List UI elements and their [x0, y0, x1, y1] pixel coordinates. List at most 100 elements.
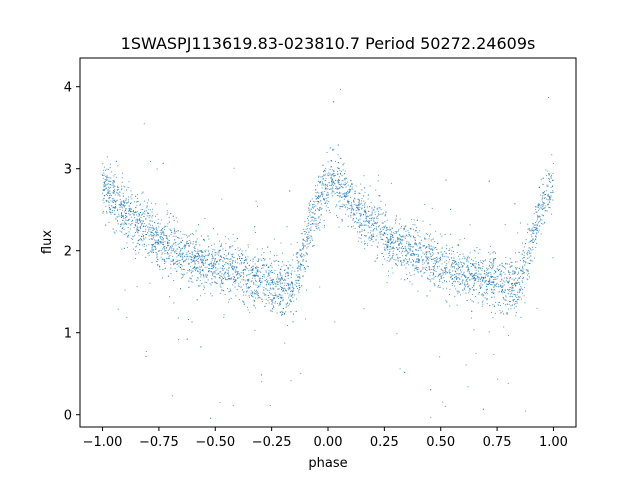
- data-point: [151, 239, 153, 240]
- data-point: [288, 286, 290, 288]
- data-point: [161, 238, 163, 240]
- data-point: [498, 269, 499, 271]
- data-point: [231, 277, 233, 279]
- data-point: [155, 248, 157, 250]
- data-point: [139, 239, 141, 241]
- data-point: [344, 192, 346, 194]
- data-point: [135, 218, 137, 220]
- data-point: [370, 220, 372, 222]
- data-point: [205, 249, 207, 251]
- data-point: [268, 272, 270, 274]
- data-point: [170, 246, 171, 248]
- data-point: [365, 211, 367, 213]
- data-point: [326, 188, 328, 190]
- data-point: [291, 294, 293, 296]
- data-point: [378, 226, 380, 228]
- data-point: [149, 226, 151, 228]
- data-point: [282, 290, 283, 292]
- data-point: [292, 297, 294, 299]
- data-point: [155, 235, 157, 237]
- data-point: [496, 278, 498, 280]
- data-point: [180, 255, 182, 257]
- data-point: [207, 255, 209, 257]
- data-point: [192, 260, 194, 262]
- data-point: [367, 232, 369, 234]
- data-point: [437, 276, 439, 278]
- data-point: [512, 270, 514, 272]
- data-point: [133, 236, 135, 238]
- data-point: [269, 277, 271, 279]
- data-point: [497, 304, 499, 306]
- data-point: [321, 184, 323, 186]
- data-point: [141, 193, 143, 195]
- data-point: [445, 267, 447, 268]
- data-point: [182, 255, 184, 257]
- data-point: [252, 275, 254, 277]
- data-point: [520, 286, 522, 288]
- data-point: [219, 240, 220, 242]
- data-point: [119, 204, 121, 206]
- data-point: [523, 295, 525, 297]
- data-point: [175, 235, 177, 237]
- data-point: [301, 285, 303, 287]
- data-point: [508, 280, 510, 282]
- data-point: [151, 262, 153, 264]
- data-point: [294, 270, 296, 272]
- data-point: [352, 208, 354, 210]
- data-point: [357, 205, 359, 207]
- data-point: [173, 258, 174, 260]
- data-point: [484, 271, 486, 272]
- data-point: [434, 241, 436, 243]
- data-point: [262, 264, 264, 266]
- data-point: [357, 222, 359, 224]
- data-point: [243, 262, 245, 264]
- data-point: [521, 270, 523, 272]
- data-point: [331, 188, 333, 190]
- data-point: [369, 214, 371, 216]
- data-point: [481, 276, 483, 278]
- data-point: [287, 283, 289, 284]
- data-point: [387, 246, 389, 248]
- data-point: [480, 277, 482, 279]
- data-point: [477, 302, 479, 304]
- data-point: [323, 198, 324, 200]
- data-point: [117, 194, 119, 196]
- data-point: [199, 250, 201, 252]
- data-point: [519, 277, 521, 279]
- data-point: [410, 236, 412, 238]
- data-point: [195, 244, 197, 246]
- data-point: [287, 271, 289, 273]
- data-point: [391, 231, 392, 233]
- data-point: [400, 260, 402, 261]
- data-point: [106, 211, 107, 213]
- data-point: [369, 236, 371, 238]
- data-point: [429, 279, 431, 281]
- data-point: [491, 276, 493, 277]
- data-point: [129, 208, 131, 210]
- data-point: [390, 233, 392, 235]
- data-point: [109, 208, 111, 210]
- data-point: [508, 303, 510, 305]
- data-point: [234, 282, 236, 284]
- data-point: [200, 276, 202, 278]
- data-point: [168, 221, 170, 223]
- data-point: [364, 207, 366, 208]
- data-point: [257, 295, 259, 297]
- data-point: [481, 269, 483, 271]
- data-point: [542, 177, 544, 179]
- data-point: [389, 229, 391, 231]
- data-point: [222, 260, 224, 262]
- data-point: [427, 256, 429, 258]
- data-point: [440, 251, 442, 253]
- data-point: [473, 301, 474, 303]
- data-point: [407, 261, 409, 263]
- data-point: [504, 273, 506, 275]
- data-point: [254, 289, 255, 291]
- data-point: [486, 283, 488, 285]
- data-point: [309, 214, 311, 216]
- data-point: [439, 233, 441, 235]
- data-point: [398, 243, 400, 245]
- data-point: [254, 256, 256, 258]
- data-point: [498, 286, 500, 288]
- data-point: [467, 269, 469, 271]
